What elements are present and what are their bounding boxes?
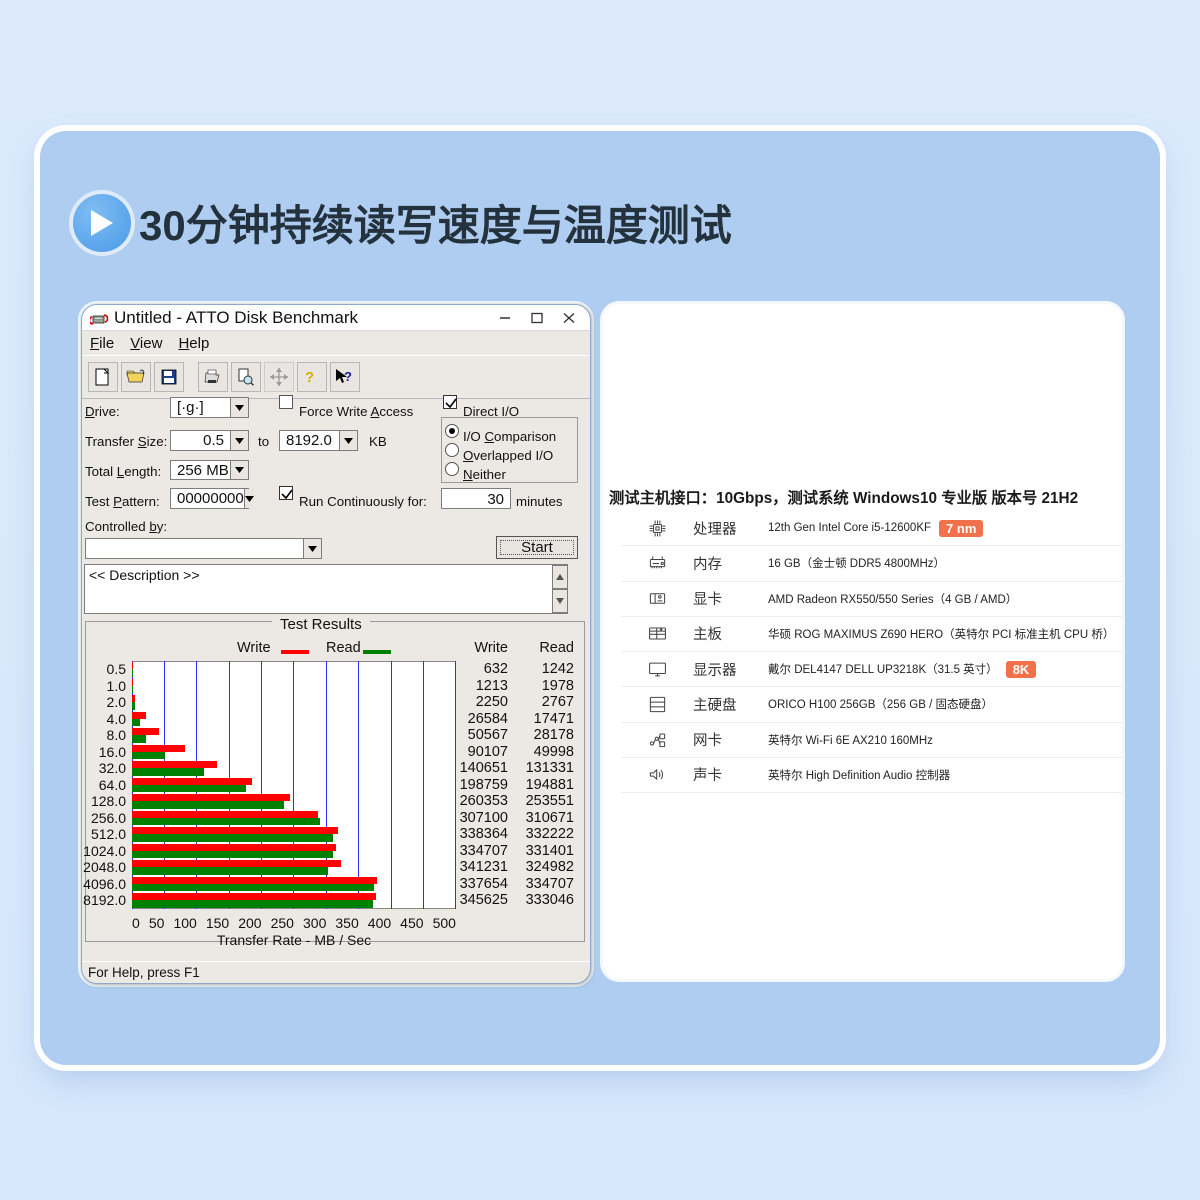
svg-text:?: ? [344,369,352,384]
svg-text:?: ? [305,369,314,386]
